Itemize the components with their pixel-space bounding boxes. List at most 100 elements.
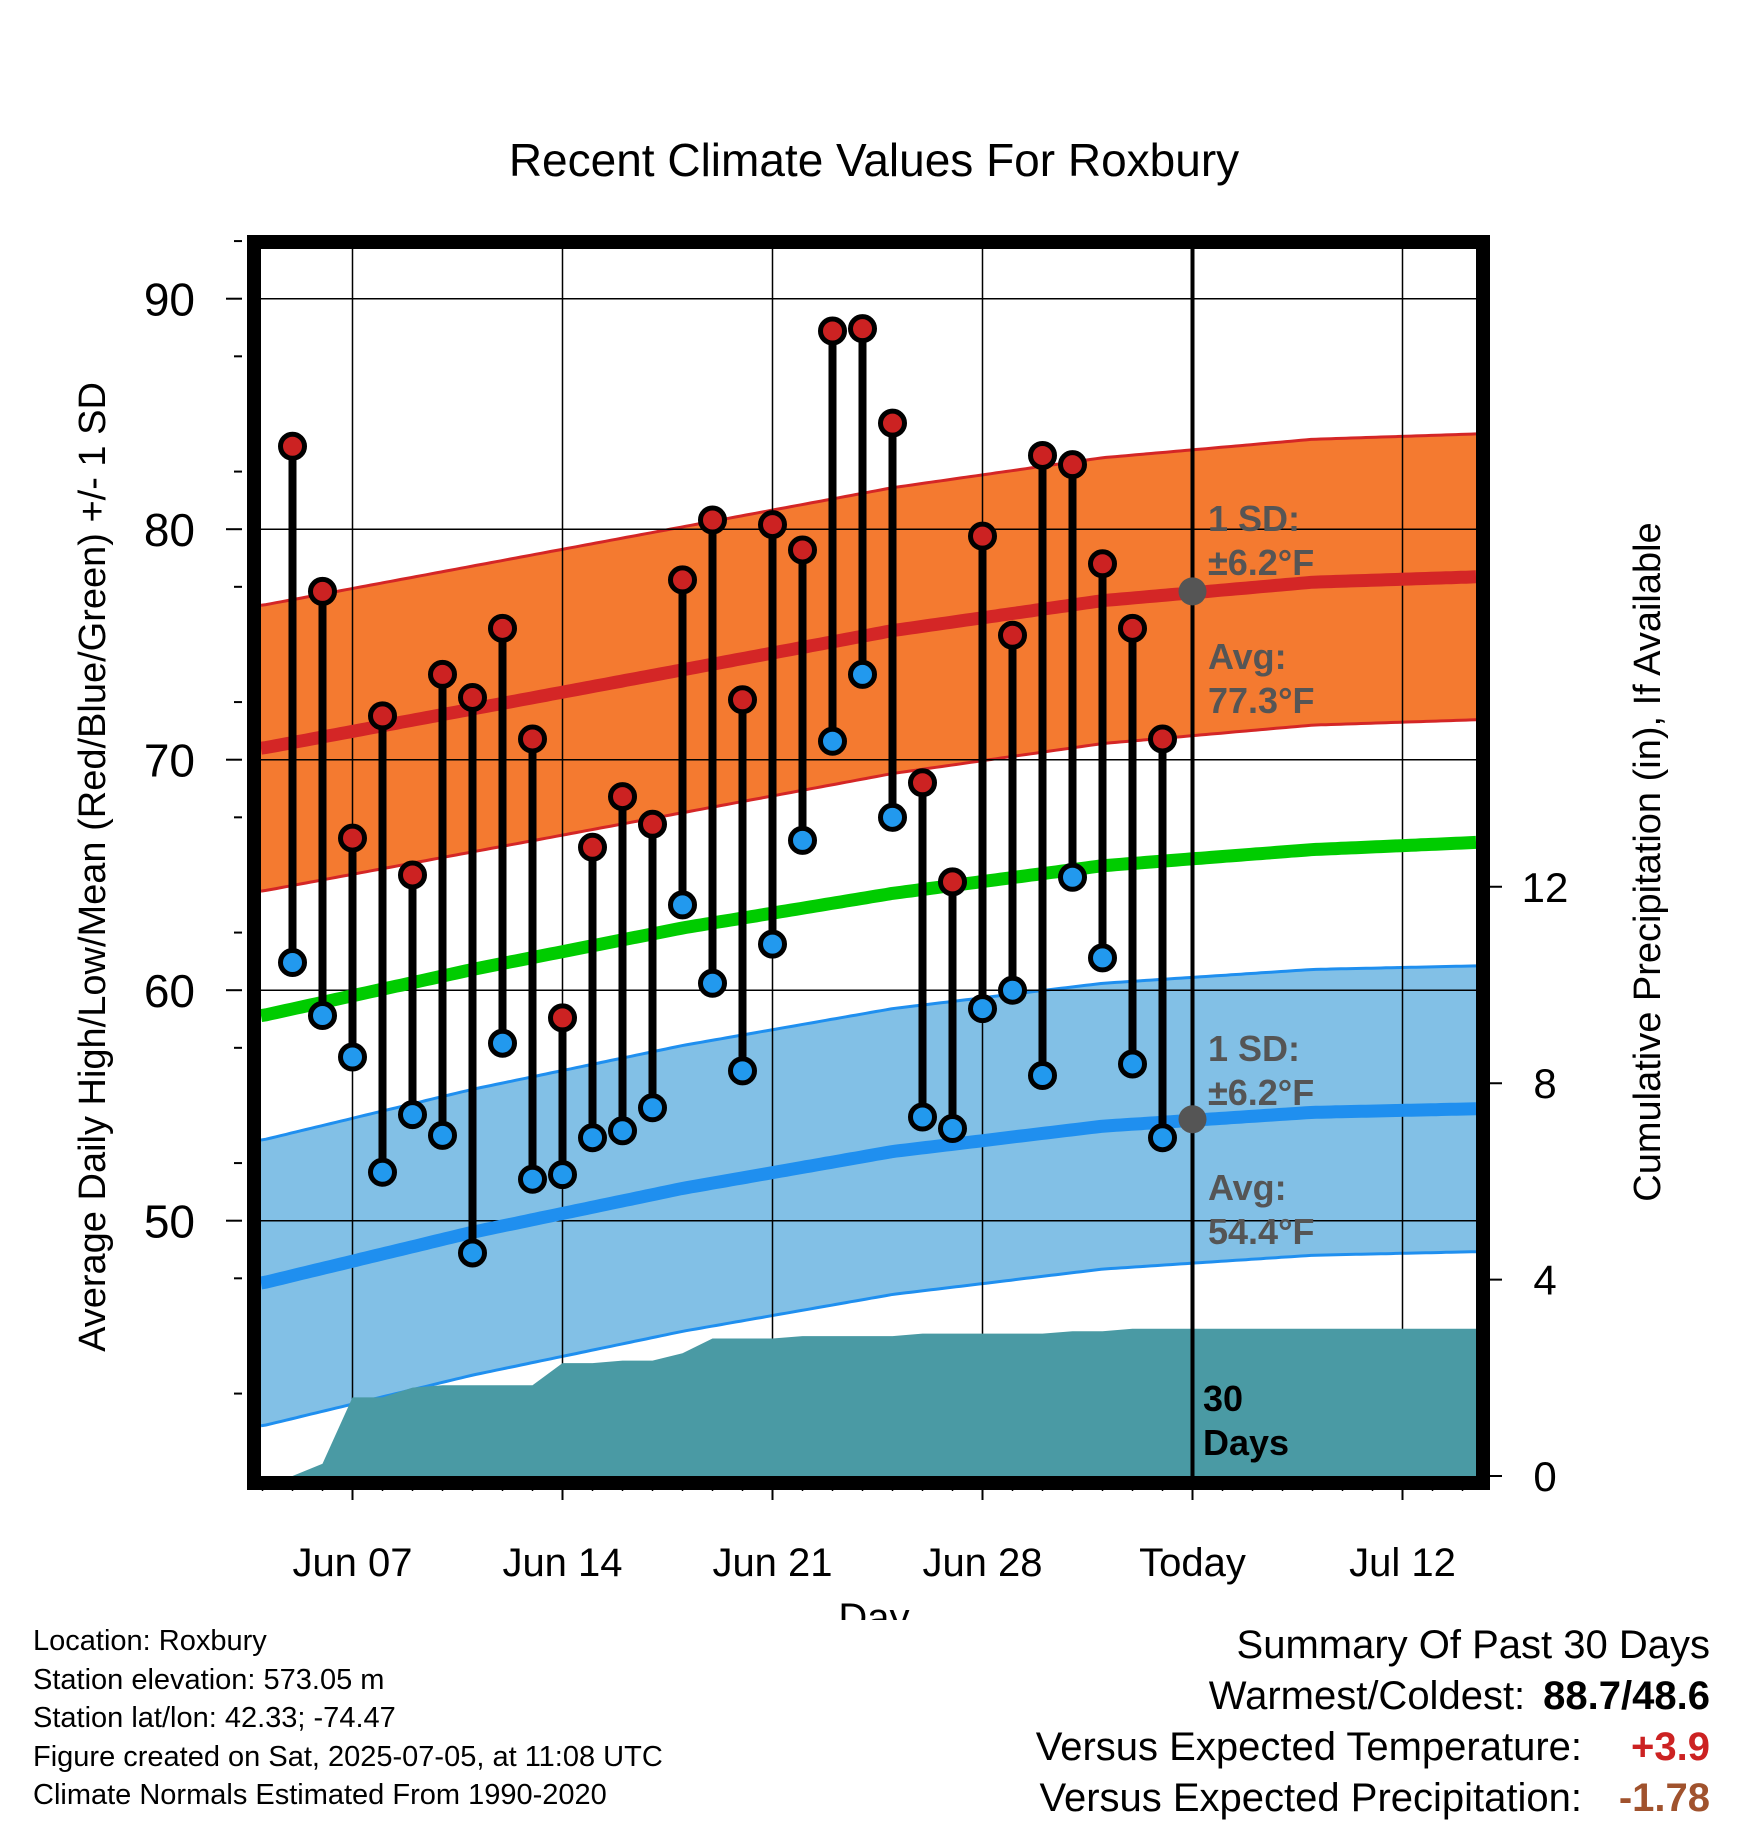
- daily-low-point: [458, 1238, 487, 1268]
- daily-low-point: [788, 825, 817, 855]
- daily-high-point: [638, 809, 667, 839]
- daily-high-point: [338, 823, 367, 853]
- latlon-text: Station lat/lon: 42.33; -74.47: [33, 1702, 396, 1734]
- daily-high-point: [488, 613, 517, 643]
- daily-high-point: [998, 620, 1027, 650]
- summary-precip: Versus Expected Precipitation: -1.78: [1036, 1773, 1710, 1824]
- daily-high-point: [1028, 440, 1057, 470]
- station-info: Location: Roxbury Station elevation: 573…: [33, 1622, 663, 1815]
- x-tick-label: Jun 14: [502, 1541, 622, 1585]
- daily-high-point: [428, 659, 457, 689]
- x-tick-label: Jul 12: [1349, 1541, 1456, 1585]
- daily-low-point: [908, 1102, 937, 1132]
- daily-low-point: [878, 802, 907, 832]
- daily-low-point: [818, 726, 847, 756]
- summary-warm-cold: Warmest/Coldest: 88.7/48.6: [1036, 1671, 1710, 1722]
- daily-high-point: [1088, 549, 1117, 579]
- daily-high-point: [398, 860, 427, 890]
- daily-low-point: [338, 1042, 367, 1072]
- plot-frame: [247, 235, 1490, 1490]
- daily-low-point: [758, 929, 787, 959]
- y-axis-label: Average Daily High/Low/Mean (Red/Blue/Gr…: [72, 382, 114, 1352]
- temp-value: +3.9: [1631, 1725, 1710, 1769]
- daily-low-point: [428, 1120, 457, 1150]
- daily-high-point: [548, 1003, 577, 1033]
- daily-high-point: [278, 431, 307, 461]
- daily-low-point: [938, 1114, 967, 1143]
- y2-tick-label: 0: [1533, 1453, 1556, 1500]
- y-tick-label: 50: [144, 1196, 195, 1248]
- daily-high-point: [758, 510, 787, 540]
- y-tick-label: 80: [144, 504, 195, 556]
- daily-high-point: [608, 782, 637, 812]
- location-text: Location: Roxbury: [33, 1625, 267, 1657]
- daily-low-point: [998, 975, 1027, 1005]
- low-sd-band-lower-edge: [261, 1250, 1476, 1428]
- daily-low-point: [668, 890, 697, 920]
- summary-panel: Summary Of Past 30 Days Warmest/Coldest:…: [1036, 1620, 1710, 1824]
- daily-low-point: [578, 1123, 607, 1153]
- y2-tick-label: 12: [1522, 864, 1569, 911]
- mean-avg-line: [261, 835, 1476, 1023]
- daily-low-point: [728, 1056, 757, 1086]
- x-tick-label: Jun 07: [292, 1541, 412, 1585]
- precip-value: -1.78: [1618, 1776, 1710, 1820]
- low-sd-band-upper-edge: [261, 964, 1476, 1142]
- daily-low-point: [698, 968, 727, 998]
- climate-chart: Recent Climate Values For Roxbury 50 60 70…: [72, 134, 1669, 1620]
- daily-high-point: [848, 314, 877, 344]
- daily-low-point: [638, 1093, 667, 1123]
- low-avg-line: [261, 1102, 1476, 1290]
- daily-high-point: [308, 576, 337, 606]
- daily-low-point: [548, 1160, 577, 1190]
- daily-low-point: [1088, 943, 1117, 973]
- daily-high-point: [368, 701, 397, 731]
- y2-tick-label: 4: [1533, 1257, 1556, 1304]
- y2-tick-label: 8: [1533, 1060, 1556, 1107]
- low-avg-value: 54.4°F: [1208, 1211, 1314, 1252]
- daily-high-point: [728, 685, 757, 715]
- elevation-text: Station elevation: 573.05 m: [33, 1663, 385, 1696]
- daily-high-point: [698, 505, 727, 535]
- high-sd-value: ±6.2°F: [1208, 542, 1314, 583]
- daily-high-point: [518, 724, 547, 754]
- daily-high-point: [1118, 613, 1147, 643]
- daily-low-point: [608, 1116, 637, 1146]
- y2-axis-label: Cumulative Precipitation (in), If Availa…: [1627, 522, 1669, 1201]
- today-high-marker: [1178, 577, 1207, 606]
- daily-high-point: [818, 316, 847, 346]
- daily-low-point: [968, 994, 997, 1024]
- created-text: Figure created on Sat, 2025-07-05, at 11…: [33, 1740, 663, 1773]
- high-sd-label: 1 SD:: [1208, 498, 1300, 539]
- high-avg-line: [261, 570, 1476, 755]
- daily-high-point: [668, 565, 697, 595]
- daily-low-point: [308, 1001, 337, 1031]
- daily-low-point: [368, 1157, 397, 1187]
- chart-title: Recent Climate Values For Roxbury: [509, 134, 1239, 186]
- warm-cold-value: 88.7/48.6: [1543, 1674, 1710, 1718]
- daily-low-point: [848, 659, 877, 689]
- low-sd-value: ±6.2°F: [1208, 1072, 1314, 1113]
- daily-low-point: [1028, 1060, 1057, 1090]
- x-tick-label: Jun 28: [922, 1541, 1042, 1585]
- high-avg-label: Avg:: [1208, 636, 1287, 677]
- daily-low-point: [518, 1164, 547, 1194]
- precip-label: Versus Expected Precipitation:: [1039, 1776, 1582, 1820]
- summary-temp: Versus Expected Temperature: +3.9: [1036, 1722, 1710, 1773]
- daily-high-point: [908, 768, 937, 798]
- x-axis-label: Day: [838, 1596, 909, 1620]
- days-count-label: 30: [1203, 1378, 1243, 1419]
- daily-low-point: [278, 948, 307, 978]
- daily-high-point: [788, 535, 817, 565]
- daily-low-point: [398, 1100, 427, 1130]
- normals-text: Climate Normals Estimated From 1990-2020: [33, 1779, 607, 1811]
- daily-high-point: [1058, 450, 1087, 480]
- x-tick-label: Jun 21: [712, 1541, 832, 1585]
- daily-high-point: [968, 521, 997, 551]
- temp-label: Versus Expected Temperature:: [1035, 1725, 1582, 1769]
- y-tick-label: 70: [144, 735, 195, 787]
- daily-high-point: [578, 832, 607, 862]
- high-sd-band-upper-edge: [261, 432, 1476, 607]
- low-avg-label: Avg:: [1208, 1167, 1287, 1208]
- warm-cold-label: Warmest/Coldest:: [1208, 1674, 1526, 1718]
